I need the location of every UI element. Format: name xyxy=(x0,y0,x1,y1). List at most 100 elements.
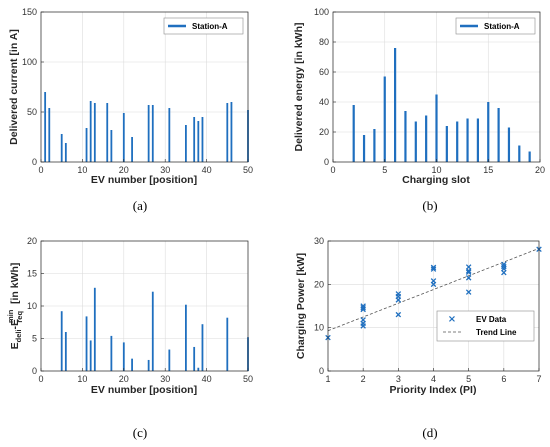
x-tick-label: 20 xyxy=(119,165,129,175)
bar xyxy=(226,103,229,162)
data-point-stroke xyxy=(501,269,507,276)
y-tick-label: 0 xyxy=(324,157,329,167)
y-tick-label: 0 xyxy=(32,157,37,167)
bar xyxy=(64,332,67,371)
data-point-stroke xyxy=(395,293,402,300)
subplot-b: 0 5 10 15 20 0 20 40 60 80 100 Charging slot Deli… xyxy=(293,7,545,213)
x-tick-label: 7 xyxy=(536,374,541,384)
bar xyxy=(93,103,96,162)
legend-a: Station-A xyxy=(163,17,244,35)
subplot-d: 1 2 3 4 5 6 7 0 10 20 30 Priority Index (PI) Char… xyxy=(295,236,542,440)
x-axis-label-c: EV number [position] xyxy=(91,384,197,396)
bar xyxy=(131,358,133,371)
data-point-stroke xyxy=(360,306,366,313)
data-point xyxy=(430,264,437,271)
bar xyxy=(528,151,531,162)
bar xyxy=(226,317,229,371)
bar xyxy=(131,137,133,162)
data-point xyxy=(465,269,472,275)
data-point-stroke xyxy=(430,264,437,271)
bars-c xyxy=(60,287,249,371)
data-point-stroke xyxy=(465,269,472,275)
x-tick-label: 40 xyxy=(202,374,212,384)
data-point xyxy=(465,289,472,295)
bar xyxy=(110,130,113,162)
bar xyxy=(168,108,171,162)
legend-box-b xyxy=(455,17,536,35)
caption-c: (c) xyxy=(133,425,147,440)
x-tick-label: 20 xyxy=(535,165,545,175)
legend-label-b: Station-A xyxy=(484,22,520,31)
x-tick-labels-d: 1 2 3 4 5 6 7 xyxy=(325,368,542,384)
x-axis-label-d: Priority Index (PI) xyxy=(390,384,477,396)
legend-b: Station-A xyxy=(455,17,536,35)
bar xyxy=(193,346,196,371)
bar xyxy=(185,125,187,162)
x-tick-label: 20 xyxy=(119,374,129,384)
y-tick-label: 0 xyxy=(32,366,37,376)
bar xyxy=(44,92,47,162)
bar xyxy=(64,143,67,162)
bar xyxy=(193,117,196,162)
bar xyxy=(404,111,407,162)
legend-marker-d: × xyxy=(448,314,456,325)
bar xyxy=(425,115,428,162)
data-point-stroke xyxy=(501,263,507,270)
subplot-c: 0 10 20 30 40 50 0 5 10 15 20 EV number [position… xyxy=(6,236,253,440)
bar xyxy=(147,359,150,371)
data-point-stroke xyxy=(395,311,402,318)
bar xyxy=(89,101,92,162)
x-tick-label: 1 xyxy=(325,374,330,384)
bar xyxy=(85,128,88,162)
data-point xyxy=(360,306,366,313)
gridlines-a xyxy=(40,11,249,163)
x-tick-label: 2 xyxy=(361,374,366,384)
bar xyxy=(85,316,88,371)
y-tick-label: 10 xyxy=(27,301,37,311)
x-tick-label: 0 xyxy=(38,374,43,384)
bars-a xyxy=(44,92,249,162)
x-tick-label: 10 xyxy=(77,374,87,384)
bar xyxy=(48,108,51,162)
x-tick-label: 50 xyxy=(243,374,253,384)
legend-box-a xyxy=(163,17,244,35)
x-tick-label: 3 xyxy=(396,374,401,384)
y-tick-label: 100 xyxy=(22,57,37,67)
trend-line xyxy=(327,247,540,332)
bar xyxy=(394,48,397,162)
data-point xyxy=(430,281,437,288)
bar xyxy=(60,134,63,162)
y-tick-labels-d: 0 10 20 30 xyxy=(314,236,331,376)
bar xyxy=(476,118,479,162)
x-tick-label: 30 xyxy=(160,374,170,384)
bar xyxy=(89,340,92,371)
bar xyxy=(445,126,448,162)
bar xyxy=(93,287,96,371)
data-point-stroke xyxy=(360,323,366,329)
x-tick-label: 5 xyxy=(382,165,387,175)
bar xyxy=(230,102,233,162)
bar xyxy=(435,94,438,162)
bar xyxy=(362,135,366,162)
x-tick-label: 4 xyxy=(431,374,436,384)
plot-frame-a xyxy=(40,11,249,163)
x-tick-label: 0 xyxy=(330,165,335,175)
y-tick-label: 20 xyxy=(314,279,324,289)
data-point-stroke xyxy=(430,281,437,288)
bar xyxy=(197,367,200,371)
bar xyxy=(518,145,521,162)
bar xyxy=(168,349,171,371)
y-tick-label: 10 xyxy=(314,323,324,333)
bar xyxy=(352,105,355,162)
caption-a: (a) xyxy=(133,198,147,213)
y-tick-labels-c: 0 5 10 15 20 xyxy=(27,236,44,376)
bar xyxy=(201,324,204,371)
caption-d: (d) xyxy=(422,425,437,440)
bars-b xyxy=(352,48,531,162)
x-tick-labels-c: 0 10 20 30 40 50 xyxy=(38,368,253,384)
x-tick-label: 0 xyxy=(38,165,43,175)
data-point xyxy=(430,266,437,272)
legend-d: × EV Data Trend Line xyxy=(436,310,535,342)
data-point-stroke xyxy=(465,268,472,274)
